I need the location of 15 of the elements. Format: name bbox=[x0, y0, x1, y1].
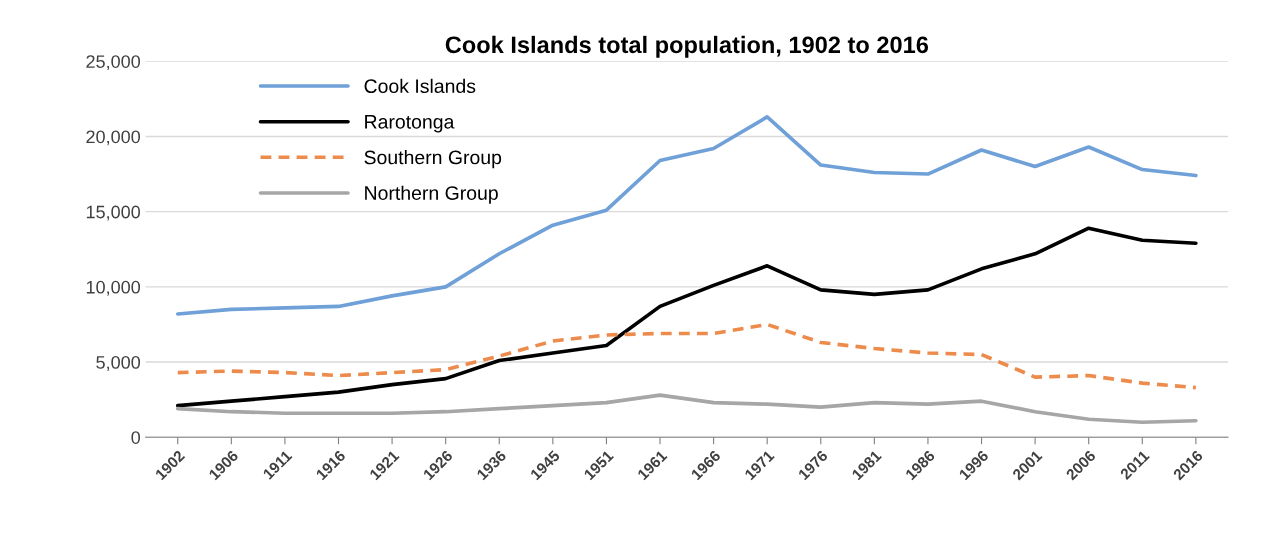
chart-title: Cook Islands total population, 1902 to 2016 bbox=[445, 35, 929, 58]
y-tick-label: 5,000 bbox=[96, 355, 141, 371]
line-series bbox=[175, 115, 1198, 316]
legend-label: Northern Group bbox=[365, 185, 498, 204]
legend-label: Rarotonga bbox=[365, 115, 455, 133]
line-series bbox=[175, 393, 1198, 425]
y-tick-label: 20,000 bbox=[86, 130, 141, 146]
line-series bbox=[175, 322, 1198, 390]
line-series bbox=[175, 226, 1198, 408]
y-tick-label: 10,000 bbox=[86, 280, 141, 296]
legend-label: Southern Group bbox=[364, 150, 502, 169]
legend-label: Cook Islands bbox=[364, 78, 476, 94]
y-tick-label: 25,000 bbox=[86, 55, 141, 71]
y-tick-label: 0 bbox=[131, 431, 141, 444]
y-tick-label: 15,000 bbox=[86, 205, 141, 221]
